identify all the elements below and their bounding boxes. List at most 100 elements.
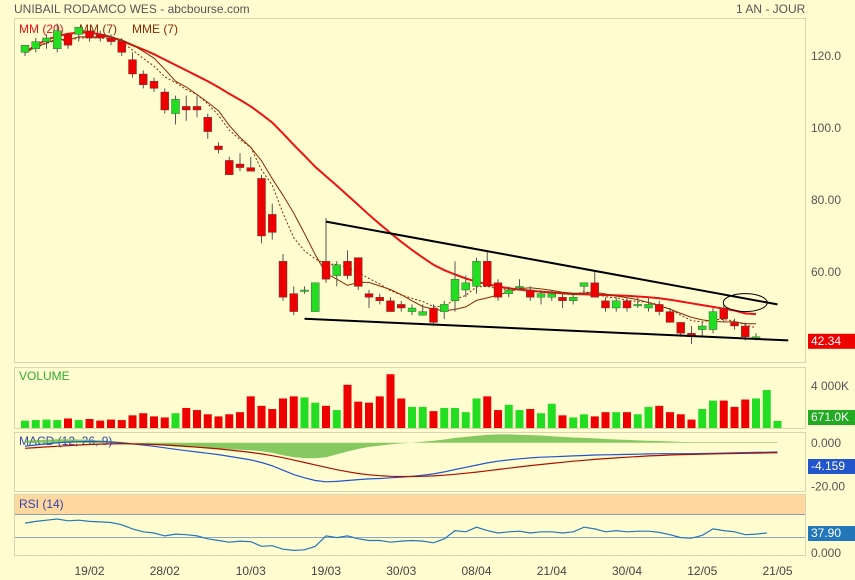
candle-body [407,307,417,312]
macd-signal-line [24,442,778,478]
candle-body [364,293,374,298]
volume-bar [311,402,320,428]
volume-axis-tick-0: 4 000K [811,379,849,393]
candle-body [386,300,395,312]
volume-bar [537,413,545,428]
candle-body [354,257,363,287]
volume-bar [107,419,115,428]
candle-body [149,80,159,89]
volume-bar [429,411,438,428]
candle-body [106,37,116,42]
price-axis-tick-3: 60.00 [811,265,841,279]
candle-body [397,304,406,309]
volume-bar [698,409,707,428]
volume-bar [472,398,481,428]
volume-last-value: 671.0K [811,410,849,424]
candle-body [128,59,137,75]
volume-bar [397,398,406,428]
candle-body [311,282,320,312]
volume-bar [21,420,29,428]
volume-bar [193,410,201,428]
candle-body [117,41,126,53]
candle-body [472,261,481,287]
rsi-axis-tick-0: 0.000 [811,546,841,560]
volume-bar [461,412,470,428]
volume-bar [171,413,180,428]
mme7-line [24,37,757,329]
volume-bar [74,420,83,428]
volume-bar [451,407,459,428]
x-axis-label-6: 21/04 [537,564,567,578]
price-axis-tick-2: 80.00 [811,193,841,207]
candle-body [139,73,148,86]
volume-bar [580,414,588,428]
candle-body [53,30,62,49]
rsi-last-value-box [808,526,855,542]
volume-bar [268,409,277,428]
candle-body [96,34,105,39]
price-last-value: 42.34 [811,334,841,348]
volume-bar [246,396,255,428]
volume-bar [386,374,395,428]
volume-bar [666,412,674,428]
candle-body [644,304,653,309]
candle-body [461,282,470,291]
volume-bar [139,413,148,428]
volume-bar [375,396,384,428]
legend-mme7: MME (7) [132,22,178,36]
volume-bar [150,416,158,428]
candle-body [536,293,546,298]
volume-bar [655,405,664,428]
volume-bar [515,410,524,428]
candle-body [268,214,277,233]
price-axis-tick-1: 100.0 [811,121,841,135]
candle-body [20,45,30,53]
volume-bar [644,406,653,428]
volume-bar [752,398,760,428]
volume-bar [526,409,535,428]
candle-body [74,27,83,35]
volume-bar [343,384,352,428]
volume-bar [64,418,72,428]
chart-title: UNIBAIL RODAMCO WES - abcbourse.com [14,2,250,16]
candle-body [590,282,599,298]
volume-bar [225,414,234,428]
candle-body [665,311,675,323]
period-label: 1 AN - JOUR [736,2,806,16]
volume-bar [418,406,427,428]
volume-bar [494,410,502,428]
candle-body [257,178,266,237]
rsi-last-value: 37.90 [811,526,841,540]
candle-body [289,293,298,312]
candle-body [504,289,513,294]
candle-body [321,261,331,280]
rsi-label: RSI (14) [19,497,64,511]
volume-bar [53,420,62,428]
candle-body [730,322,739,327]
volume-bar [300,397,309,428]
x-axis-label-1: 28/02 [150,564,180,578]
volume-bar [569,417,578,428]
volume-bar [257,405,266,428]
macd-axis-tick-1: -20.00 [811,480,845,494]
volume-bar [289,396,298,428]
x-axis-label-3: 19/03 [311,564,341,578]
macd-last-value-box [808,459,855,474]
volume-last-value-box [808,410,855,425]
upper-trendline [325,220,778,306]
macd-histogram [25,434,778,459]
candle-body [558,297,567,302]
candle-body [63,34,73,46]
volume-bar [117,420,126,428]
volume-label: VOLUME [19,369,70,383]
volume-bar [182,407,191,428]
candle-body [343,261,352,276]
candle-body [203,116,212,132]
candle-body [655,304,664,312]
candle-body [450,279,460,302]
candle-body [418,311,427,316]
candle-body [526,289,535,298]
volume-bar [762,390,771,428]
volume-bar [279,398,287,428]
